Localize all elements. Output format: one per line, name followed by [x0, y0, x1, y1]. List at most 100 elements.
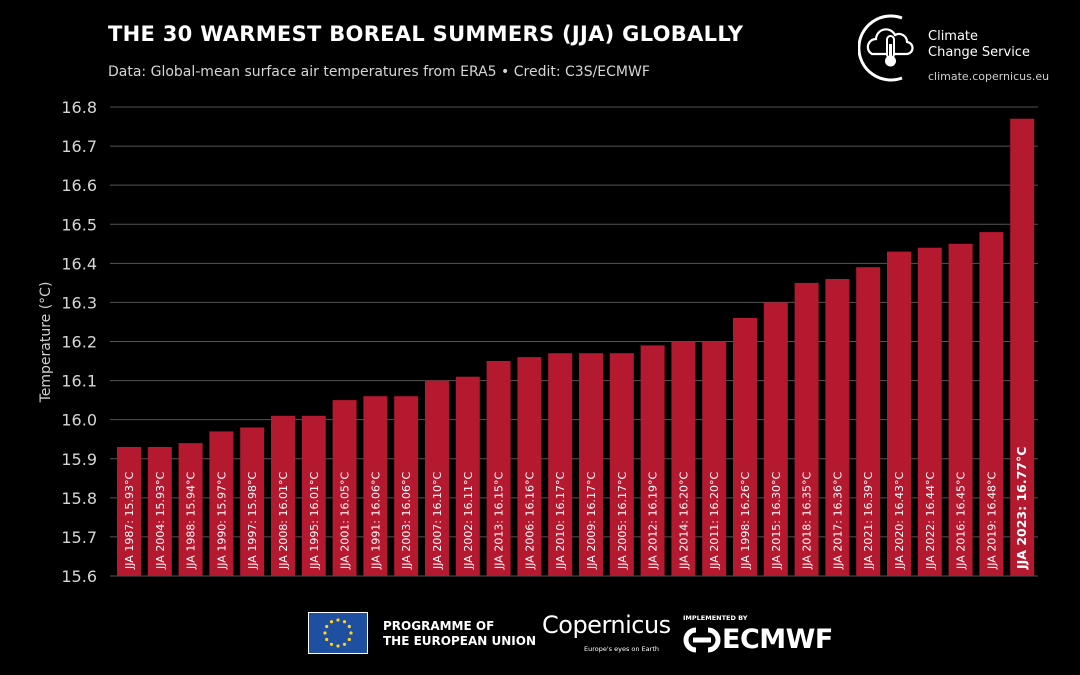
- copernicus-logo: Copernicus: [542, 611, 671, 639]
- bar-value-label: JJA 1987: 15.93°C: [123, 471, 136, 570]
- bar-jja-2007: [425, 380, 449, 576]
- bar-jja-2023: [1010, 118, 1035, 576]
- bar-value-label: JJA 2022: 16.44°C: [924, 471, 937, 570]
- bar-jja-1991: [363, 396, 388, 576]
- copernicus-tagline: Europe's eyes on Earth: [584, 645, 659, 653]
- eu-star: [325, 637, 329, 642]
- y-tick-label: 15.7: [61, 528, 97, 547]
- cloud-thermometer-icon: [857, 14, 914, 82]
- bar-value-label: JJA 2016: 16.45°C: [955, 471, 968, 570]
- bar-jja-2016: [948, 243, 973, 577]
- y-tick-label: 16.0: [61, 411, 97, 430]
- bar-jja-2004: [147, 447, 172, 576]
- bar-jja-2003: [394, 396, 419, 576]
- bar-value-label: JJA 2008: 16.01°C: [277, 471, 290, 570]
- eu-programme-line-1: PROGRAMME OF: [383, 619, 495, 633]
- bar-value-label: JJA 2004: 15.93°C: [154, 471, 167, 570]
- eu-star: [336, 644, 340, 648]
- bar-value-label: JJA 2003: 16.06°C: [400, 471, 413, 570]
- bar-value-label: JJA 2007: 16.10°C: [431, 471, 444, 570]
- eu-flag-icon: [308, 612, 368, 654]
- bar-jja-2013: [486, 361, 511, 576]
- bar-value-label: JJA 2009: 16.17°C: [585, 471, 598, 570]
- implemented-by-label: IMPLEMENTED BY: [683, 614, 748, 622]
- y-tick-label: 16.2: [61, 333, 97, 352]
- footer: [0, 600, 1080, 670]
- bar-jja-1995: [301, 415, 326, 576]
- bar-jja-2021: [856, 267, 881, 576]
- y-tick-label: 16.3: [61, 293, 97, 312]
- bar-value-label: JJA 2010: 16.17°C: [554, 471, 567, 570]
- bar-value-label: JJA 1991: 16.06°C: [369, 471, 382, 570]
- bar-value-label: JJA 2012: 16.19°C: [647, 471, 660, 570]
- bar-value-label: JJA 2018: 16.35°C: [801, 471, 814, 570]
- bar-jja-2006: [517, 357, 542, 576]
- chart-title: THE 30 WARMEST BOREAL SUMMERS (JJA) GLOB…: [108, 22, 744, 46]
- bar-value-label: JJA 1995: 16.01°C: [308, 471, 321, 570]
- y-tick-label: 15.9: [61, 450, 97, 469]
- eu-star: [347, 637, 351, 642]
- eu-star: [323, 631, 327, 635]
- y-tick-label: 16.7: [61, 137, 97, 156]
- bar-value-label: JJA 2011: 16.20°C: [708, 471, 721, 570]
- bar-jja-2020: [887, 251, 911, 576]
- bar-value-label: JJA 2015: 16.30°C: [770, 471, 783, 570]
- eu-star: [325, 624, 329, 629]
- bar-jja-2012: [640, 345, 665, 576]
- bar-jja-2001: [332, 400, 357, 576]
- bar-jja-2002: [455, 376, 480, 576]
- bar-value-label: JJA 2002: 16.11°C: [462, 471, 475, 570]
- bar-jja-2009: [579, 353, 603, 576]
- eu-star: [349, 631, 353, 635]
- bar-value-label: JJA 2019: 16.48°C: [985, 471, 998, 570]
- eu-star: [336, 618, 340, 622]
- bar-jja-2005: [609, 353, 634, 576]
- y-tick-label: 16.6: [61, 176, 97, 195]
- y-tick-label: 15.8: [61, 489, 97, 508]
- chart-subtitle: Data: Global-mean surface air temperatur…: [108, 64, 650, 80]
- bar-chart: 15.6 15.7 15.8 15.9 16.0 16.1 16.2 16.3 16.4 16.5…: [38, 98, 1038, 586]
- bar-value-label: JJA 2021: 16.39°C: [862, 471, 875, 570]
- bar-jja-2008: [271, 415, 295, 576]
- bar-jja-2010: [548, 353, 573, 576]
- bar-jja-2019: [979, 232, 1004, 576]
- y-tick-label: 15.6: [61, 567, 97, 586]
- brand-url[interactable]: climate.copernicus.eu: [928, 70, 1050, 83]
- bar-jja-2015: [763, 302, 788, 576]
- bar-value-label: JJA 2005: 16.17°C: [616, 471, 629, 570]
- bar-value-label: JJA 2014: 16.20°C: [677, 471, 690, 570]
- bar-value-label: JJA 1990: 15.97°C: [215, 471, 228, 570]
- y-tick-label: 16.5: [61, 215, 97, 234]
- y-tick-label: 16.8: [61, 98, 97, 117]
- bar-value-label: JJA 1998: 16.26°C: [739, 471, 752, 570]
- bar-jja-2011: [702, 341, 727, 576]
- eu-programme-line-2: THE EUROPEAN UNION: [383, 634, 536, 648]
- ecmwf-logo: ECMWF: [722, 624, 833, 655]
- bar-value-label: JJA 2013: 16.15°C: [493, 471, 506, 570]
- bar-jja-2017: [825, 279, 850, 576]
- bar-jja-2022: [917, 247, 942, 576]
- bar-jja-1988: [178, 443, 203, 576]
- bar-value-label: JJA 2020: 16.43°C: [893, 471, 906, 570]
- y-tick-label: 16.4: [61, 254, 97, 273]
- eu-star: [329, 642, 334, 646]
- bar-value-label: JJA 2001: 16.05°C: [339, 471, 352, 570]
- y-tick-label: 16.1: [61, 372, 97, 391]
- bar-jja-1997: [240, 427, 265, 576]
- bar-jja-2014: [671, 341, 696, 576]
- climate-change-service-brand[interactable]: Climate Change Service climate.copernicu…: [857, 12, 1068, 92]
- bar-jja-1998: [733, 318, 757, 576]
- bar-value-label: JJA 1997: 15.98°C: [246, 471, 259, 570]
- eu-star: [329, 620, 334, 624]
- eu-star: [347, 624, 351, 629]
- bar-value-label: JJA 1988: 15.94°C: [185, 471, 198, 570]
- bar-value-label: JJA 2023: 16.77°C: [1014, 447, 1029, 570]
- eu-star: [342, 620, 347, 624]
- bar-jja-1990: [209, 431, 234, 576]
- bar-value-label: JJA 2006: 16.16°C: [523, 471, 536, 570]
- bar-jja-2018: [794, 282, 819, 576]
- brand-line-2: Change Service: [928, 45, 1030, 60]
- y-axis-label: Temperature (°C): [38, 282, 54, 404]
- bar-jja-1987: [117, 447, 141, 576]
- brand-line-1: Climate: [928, 29, 979, 44]
